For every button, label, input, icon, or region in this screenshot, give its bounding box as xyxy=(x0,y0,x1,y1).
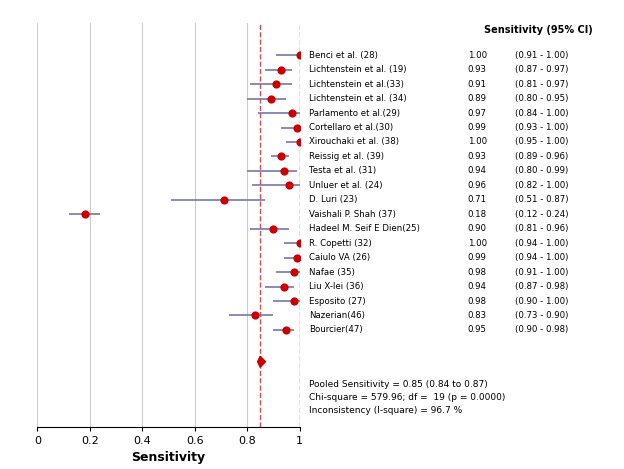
Text: (0.94 - 1.00): (0.94 - 1.00) xyxy=(515,239,568,248)
Text: Vaishali P. Shah (37): Vaishali P. Shah (37) xyxy=(309,210,396,219)
Text: 0.89: 0.89 xyxy=(468,94,487,103)
Text: (0.91 - 1.00): (0.91 - 1.00) xyxy=(515,268,568,277)
Text: Unluer et al. (24): Unluer et al. (24) xyxy=(309,181,383,190)
Text: (0.89 - 0.96): (0.89 - 0.96) xyxy=(515,152,568,161)
Point xyxy=(279,167,289,174)
Point xyxy=(292,254,302,261)
Text: D. Luri (23): D. Luri (23) xyxy=(309,195,358,204)
Point xyxy=(286,109,296,117)
Text: Testa et al. (31): Testa et al. (31) xyxy=(309,166,376,175)
Text: 0.93: 0.93 xyxy=(468,152,487,161)
X-axis label: Sensitivity: Sensitivity xyxy=(132,451,205,464)
Text: (0.81 - 0.96): (0.81 - 0.96) xyxy=(515,224,568,233)
Text: 1.00: 1.00 xyxy=(467,51,487,60)
Point xyxy=(250,312,260,319)
Text: (0.73 - 0.90): (0.73 - 0.90) xyxy=(515,311,568,320)
Text: Lichtenstein et al. (19): Lichtenstein et al. (19) xyxy=(309,65,406,74)
Polygon shape xyxy=(258,356,265,367)
Text: 0.71: 0.71 xyxy=(467,195,487,204)
Text: Sensitivity (95% CI): Sensitivity (95% CI) xyxy=(484,25,592,35)
Text: Lichtenstein et al.(33): Lichtenstein et al.(33) xyxy=(309,80,404,89)
Point xyxy=(295,52,305,59)
Text: Cortellaro et al.(30): Cortellaro et al.(30) xyxy=(309,123,393,132)
Point xyxy=(290,268,300,276)
Text: 1.00: 1.00 xyxy=(467,137,487,146)
Text: Nazerian(46): Nazerian(46) xyxy=(309,311,365,320)
Text: (0.87 - 0.98): (0.87 - 0.98) xyxy=(515,282,568,291)
Text: 0.94: 0.94 xyxy=(468,282,487,291)
Text: (0.80 - 0.99): (0.80 - 0.99) xyxy=(515,166,568,175)
Point xyxy=(218,196,228,204)
Text: 0.93: 0.93 xyxy=(468,65,487,74)
Text: Lichtenstein et al. (34): Lichtenstein et al. (34) xyxy=(309,94,406,103)
Text: Pooled Sensitivity = 0.85 (0.84 to 0.87): Pooled Sensitivity = 0.85 (0.84 to 0.87) xyxy=(309,380,487,389)
Point xyxy=(276,66,286,74)
Text: Benci et al. (28): Benci et al. (28) xyxy=(309,51,378,60)
Point xyxy=(281,326,291,333)
Text: Reissig et al. (39): Reissig et al. (39) xyxy=(309,152,384,161)
Text: 0.97: 0.97 xyxy=(468,109,487,118)
Text: Caiulo VA (26): Caiulo VA (26) xyxy=(309,253,370,262)
Text: 0.99: 0.99 xyxy=(468,123,487,132)
Text: (0.94 - 1.00): (0.94 - 1.00) xyxy=(515,253,568,262)
Point xyxy=(290,297,300,305)
Text: Hadeel M. Seif E Dien(25): Hadeel M. Seif E Dien(25) xyxy=(309,224,420,233)
Text: (0.93 - 1.00): (0.93 - 1.00) xyxy=(515,123,568,132)
Text: 1.00: 1.00 xyxy=(467,239,487,248)
Point xyxy=(271,80,281,88)
Text: (0.90 - 1.00): (0.90 - 1.00) xyxy=(515,296,568,305)
Text: (0.84 - 1.00): (0.84 - 1.00) xyxy=(515,109,568,118)
Text: (0.91 - 1.00): (0.91 - 1.00) xyxy=(515,51,568,60)
Point xyxy=(276,153,286,160)
Text: Liu X-lei (36): Liu X-lei (36) xyxy=(309,282,363,291)
Text: (0.82 - 1.00): (0.82 - 1.00) xyxy=(515,181,568,190)
Point xyxy=(295,138,305,146)
Text: 0.18: 0.18 xyxy=(467,210,487,219)
Text: R. Copetti (32): R. Copetti (32) xyxy=(309,239,372,248)
Text: Inconsistency (I-square) = 96.7 %: Inconsistency (I-square) = 96.7 % xyxy=(309,406,462,416)
Point xyxy=(284,182,294,189)
Point xyxy=(80,211,90,218)
Text: 0.91: 0.91 xyxy=(468,80,487,89)
Text: (0.90 - 0.98): (0.90 - 0.98) xyxy=(515,325,568,334)
Text: 0.94: 0.94 xyxy=(468,166,487,175)
Text: Chi-square = 579.96; df =  19 (p = 0.0000): Chi-square = 579.96; df = 19 (p = 0.0000… xyxy=(309,393,505,402)
Text: 0.99: 0.99 xyxy=(468,253,487,262)
Text: (0.81 - 0.97): (0.81 - 0.97) xyxy=(515,80,568,89)
Text: 0.96: 0.96 xyxy=(468,181,487,190)
Point xyxy=(279,283,289,290)
Text: (0.51 - 0.87): (0.51 - 0.87) xyxy=(515,195,568,204)
Text: Esposito (27): Esposito (27) xyxy=(309,296,366,305)
Text: Nafae (35): Nafae (35) xyxy=(309,268,355,277)
Text: 0.98: 0.98 xyxy=(468,268,487,277)
Text: Xirouchaki et al. (38): Xirouchaki et al. (38) xyxy=(309,137,399,146)
Text: Bourcier(47): Bourcier(47) xyxy=(309,325,363,334)
Text: (0.12 - 0.24): (0.12 - 0.24) xyxy=(515,210,568,219)
Text: 0.95: 0.95 xyxy=(468,325,487,334)
Point xyxy=(268,225,278,233)
Point xyxy=(266,95,276,102)
Text: 0.90: 0.90 xyxy=(468,224,487,233)
Text: (0.95 - 1.00): (0.95 - 1.00) xyxy=(515,137,568,146)
Text: Parlamento et al.(29): Parlamento et al.(29) xyxy=(309,109,400,118)
Text: 0.83: 0.83 xyxy=(467,311,487,320)
Point xyxy=(295,240,305,247)
Point xyxy=(292,124,302,131)
Text: (0.80 - 0.95): (0.80 - 0.95) xyxy=(515,94,568,103)
Text: 0.98: 0.98 xyxy=(468,296,487,305)
Text: (0.87 - 0.97): (0.87 - 0.97) xyxy=(515,65,568,74)
